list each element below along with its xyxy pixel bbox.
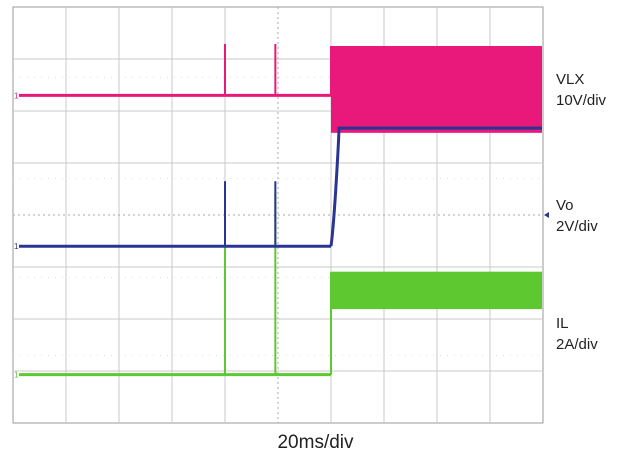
ground-marker-vo: 1 [14, 242, 19, 251]
ground-marker-vlx: 1 [14, 91, 19, 100]
ground-markers: 1 1 1 [14, 91, 19, 379]
series-scale-il: 2A/div [556, 336, 598, 353]
scope-traces [19, 43, 542, 377]
series-scale-vo: 2V/div [556, 218, 598, 235]
series-name-vo: Vo [556, 197, 574, 214]
il-ripple-band [331, 271, 542, 310]
series-name-il: IL [556, 315, 569, 332]
vlx-switching-band [331, 46, 542, 133]
series-scale-vlx: 10V/div [556, 92, 607, 109]
x-axis-label: 20ms/div [277, 432, 354, 453]
ground-marker-il: 1 [14, 371, 19, 380]
trigger-level-marker [544, 212, 549, 218]
vo-rise-and-level [329, 126, 542, 247]
series-name-vlx: VLX [556, 71, 585, 88]
